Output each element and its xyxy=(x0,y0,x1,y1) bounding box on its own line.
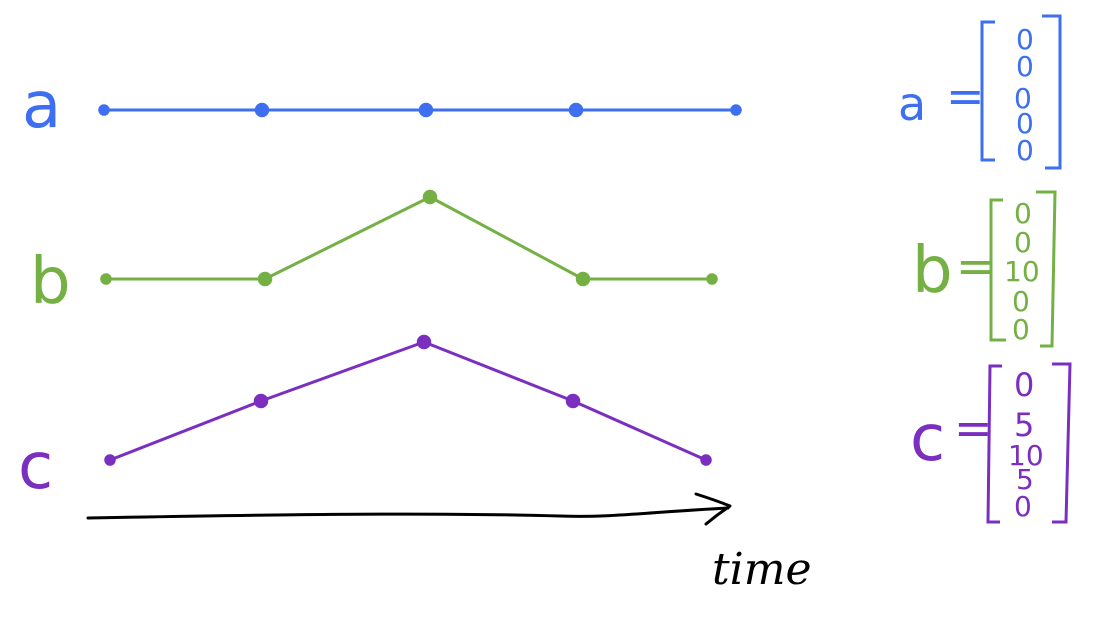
vector-c-right-bracket xyxy=(1052,362,1072,524)
series-c-line xyxy=(104,334,712,466)
series-b-point xyxy=(422,189,438,205)
row-label-c: c xyxy=(18,430,53,504)
series-a-point xyxy=(418,102,434,118)
vector-b-equals: = xyxy=(956,239,995,293)
vector-a-entry: 0 xyxy=(1016,107,1034,140)
vector-a: a = 0 0 0 0 0 xyxy=(898,14,1062,170)
series-a-point xyxy=(254,102,270,118)
vector-c-equals: = xyxy=(954,401,993,455)
vector-a-entry: 0 xyxy=(1016,50,1034,83)
series-a-line xyxy=(98,102,742,118)
vector-a-name: a xyxy=(898,77,926,131)
vector-c-entry: 0 xyxy=(1014,490,1032,523)
vector-a-entry: 0 xyxy=(1014,82,1032,115)
vector-c-entry: 0 xyxy=(1014,366,1034,404)
series-c-point xyxy=(416,334,432,350)
series-b-point xyxy=(575,271,591,287)
series-c-point xyxy=(104,454,116,466)
vector-a-equals: = xyxy=(946,69,985,123)
series-c-point xyxy=(700,454,712,466)
vector-b-entry: 0 xyxy=(1014,226,1032,259)
vector-c-name: c xyxy=(910,402,945,476)
series-b-path xyxy=(104,195,714,281)
series-c-point xyxy=(253,393,269,409)
vector-b: b = 0 0 10 0 0 xyxy=(912,190,1057,348)
vector-a-entry: 0 xyxy=(1016,134,1034,167)
vector-c-left-bracket xyxy=(986,364,1002,524)
vector-c-entry: 10 xyxy=(1008,439,1044,472)
vector-a-right-bracket xyxy=(1042,14,1062,170)
series-c-point xyxy=(565,393,581,409)
vector-a-entry: 0 xyxy=(1016,23,1034,56)
series-b-point xyxy=(257,271,273,287)
vector-c-entry: 5 xyxy=(1014,406,1034,444)
vector-a-left-bracket xyxy=(980,20,995,162)
vector-c-entry: 5 xyxy=(1016,463,1034,496)
vector-b-right-bracket xyxy=(1036,190,1057,348)
time-axis-label: time xyxy=(712,544,812,595)
vector-b-entry: 10 xyxy=(1004,255,1040,288)
vector-b-entry: 0 xyxy=(1012,285,1030,318)
series-a-point xyxy=(568,102,584,118)
series-b-line xyxy=(100,189,718,287)
series-a-point xyxy=(730,104,742,116)
row-label-a: a xyxy=(22,69,61,143)
vector-b-left-bracket xyxy=(989,198,1006,342)
series-b-point xyxy=(706,273,718,285)
time-axis-line xyxy=(86,506,730,520)
vector-b-entry: 0 xyxy=(1014,197,1032,230)
series-a-point xyxy=(98,104,110,116)
time-axis-arrowhead xyxy=(694,492,732,526)
row-label-b: b xyxy=(30,245,71,319)
vector-b-name: b xyxy=(912,234,953,308)
series-b-point xyxy=(100,273,112,285)
vector-c: c = 0 5 10 5 0 xyxy=(910,362,1072,524)
vector-b-entry: 0 xyxy=(1012,313,1030,346)
time-axis xyxy=(86,492,732,526)
series-c-path xyxy=(108,340,708,462)
